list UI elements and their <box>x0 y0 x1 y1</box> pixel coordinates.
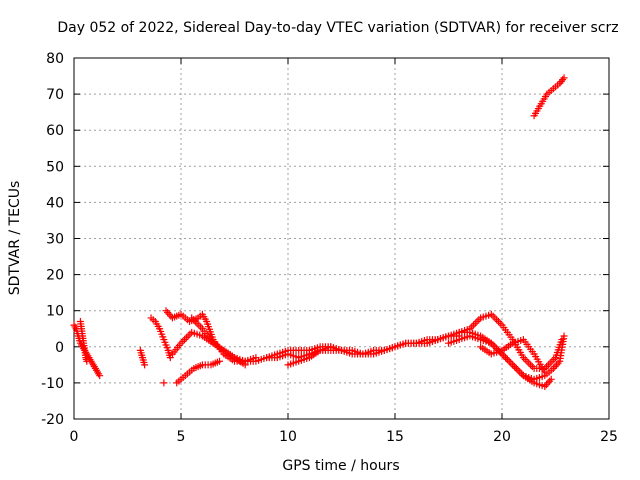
data-point <box>83 357 91 365</box>
x-tick-labels: 0 5 10 15 20 25 <box>70 429 618 445</box>
data-point <box>164 309 172 317</box>
y-tick-labels: -20 -10 0 10 20 30 40 50 60 70 80 <box>41 51 64 428</box>
data-point <box>491 314 499 322</box>
data-point <box>489 312 497 320</box>
series-seg2 <box>76 318 91 365</box>
data-point <box>216 357 224 365</box>
x-tick-label: 25 <box>600 429 618 445</box>
series-seg4 <box>147 314 174 362</box>
x-tick-label: 20 <box>493 429 511 445</box>
data-point <box>512 364 520 372</box>
x-tick-label: 15 <box>386 429 404 445</box>
data-point <box>528 363 536 371</box>
y-tick-label: 60 <box>46 123 64 139</box>
series-seg10 <box>263 332 463 362</box>
y-tick-label: 80 <box>46 51 64 67</box>
data-point <box>521 355 529 363</box>
data-point <box>546 377 554 385</box>
data-point <box>541 368 549 376</box>
series-seg3 <box>136 346 149 369</box>
data-point <box>182 334 190 342</box>
data-point <box>509 361 517 369</box>
data-point <box>186 330 194 338</box>
data-point <box>525 359 533 367</box>
data-point <box>560 74 568 82</box>
y-tick-label: 70 <box>46 87 64 103</box>
data-point <box>510 363 518 371</box>
x-axis-label: GPS time / hours <box>282 458 399 474</box>
data-point <box>338 346 345 354</box>
x-tick-label: 10 <box>279 429 297 445</box>
data-point <box>197 323 205 331</box>
data-point <box>514 366 522 374</box>
data-point <box>494 318 502 326</box>
data-point <box>500 352 508 360</box>
y-tick-label: 30 <box>46 232 64 248</box>
data-point <box>179 337 187 345</box>
y-tick-label: 20 <box>46 268 64 284</box>
data-point <box>473 318 481 326</box>
x-tick-label: 5 <box>177 429 186 445</box>
y-tick-label: 10 <box>46 304 64 320</box>
y-tick-label: 50 <box>46 159 64 175</box>
data-point <box>503 355 511 363</box>
x-tick-label: 0 <box>70 429 79 445</box>
data-point <box>162 307 170 315</box>
y-tick-label: -20 <box>41 412 64 428</box>
series-seg14 <box>455 328 568 383</box>
data-point <box>507 359 515 367</box>
y-tick-label: -10 <box>41 376 64 392</box>
data-point <box>527 361 535 369</box>
data-point <box>96 372 104 380</box>
data-point <box>141 361 149 369</box>
data-point <box>471 319 479 327</box>
series-seg5 <box>160 379 168 387</box>
data-point <box>542 381 550 389</box>
data-point <box>469 321 477 329</box>
data-point <box>166 354 174 362</box>
series-seg12 <box>423 310 566 372</box>
y-tick-label: 40 <box>46 195 64 211</box>
data-point <box>560 332 568 340</box>
data-point <box>184 332 192 340</box>
data-point <box>505 357 513 365</box>
data-point <box>160 379 168 387</box>
data-point <box>502 354 510 362</box>
data-point <box>195 321 203 329</box>
chart-title: Day 052 of 2022, Sidereal Day-to-day VTE… <box>57 20 618 36</box>
data-points <box>70 74 568 391</box>
data-point <box>546 359 554 367</box>
series-seg7 <box>173 357 224 387</box>
data-point <box>181 336 189 344</box>
data-point <box>516 368 524 376</box>
y-tick-label: 0 <box>55 340 64 356</box>
data-point <box>547 375 555 383</box>
axis-ticks <box>73 57 610 420</box>
series-seg16 <box>530 74 568 120</box>
data-point <box>493 316 501 324</box>
series-seg11 <box>284 343 345 369</box>
data-point <box>523 357 531 365</box>
data-point <box>496 319 504 327</box>
series-seg15 <box>477 336 549 376</box>
y-axis-label: SDTVAR / TECUs <box>7 181 23 296</box>
data-point <box>491 343 499 351</box>
